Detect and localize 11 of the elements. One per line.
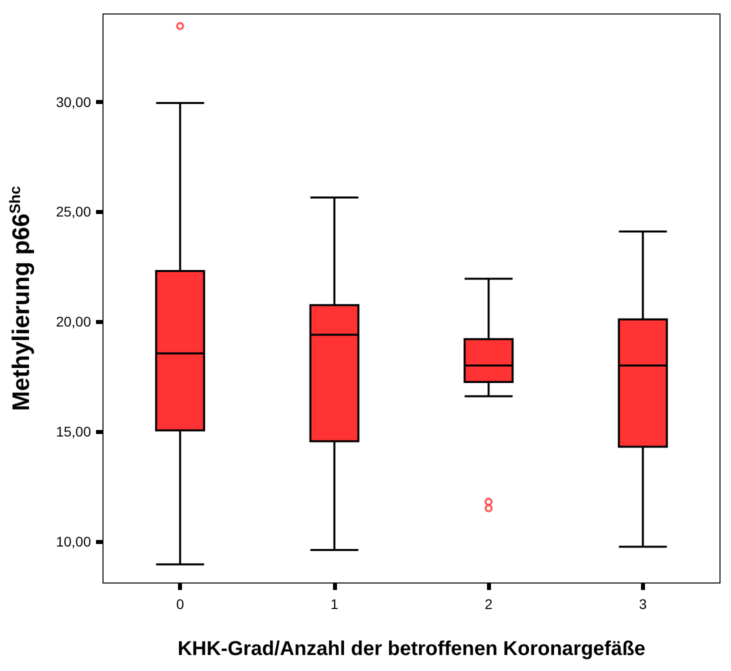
y-tick-label: 25,00 — [56, 204, 92, 220]
x-tick-label: 3 — [638, 596, 647, 612]
y-tick-label: 10,00 — [56, 533, 92, 550]
y-tick-label: 15,00 — [56, 423, 92, 440]
y-tick-label: 20,00 — [56, 314, 92, 330]
y-tick-label: 30,00 — [56, 94, 92, 110]
x-tick-label: 1 — [330, 596, 338, 612]
x-tick-label: 0 — [176, 596, 184, 612]
y-axis-title: Methylierung p66Shc — [7, 186, 35, 411]
x-tick-label: 2 — [484, 596, 493, 612]
x-axis-title: KHK-Grad/Anzahl der betroffenen Koronargefäße — [178, 638, 646, 660]
